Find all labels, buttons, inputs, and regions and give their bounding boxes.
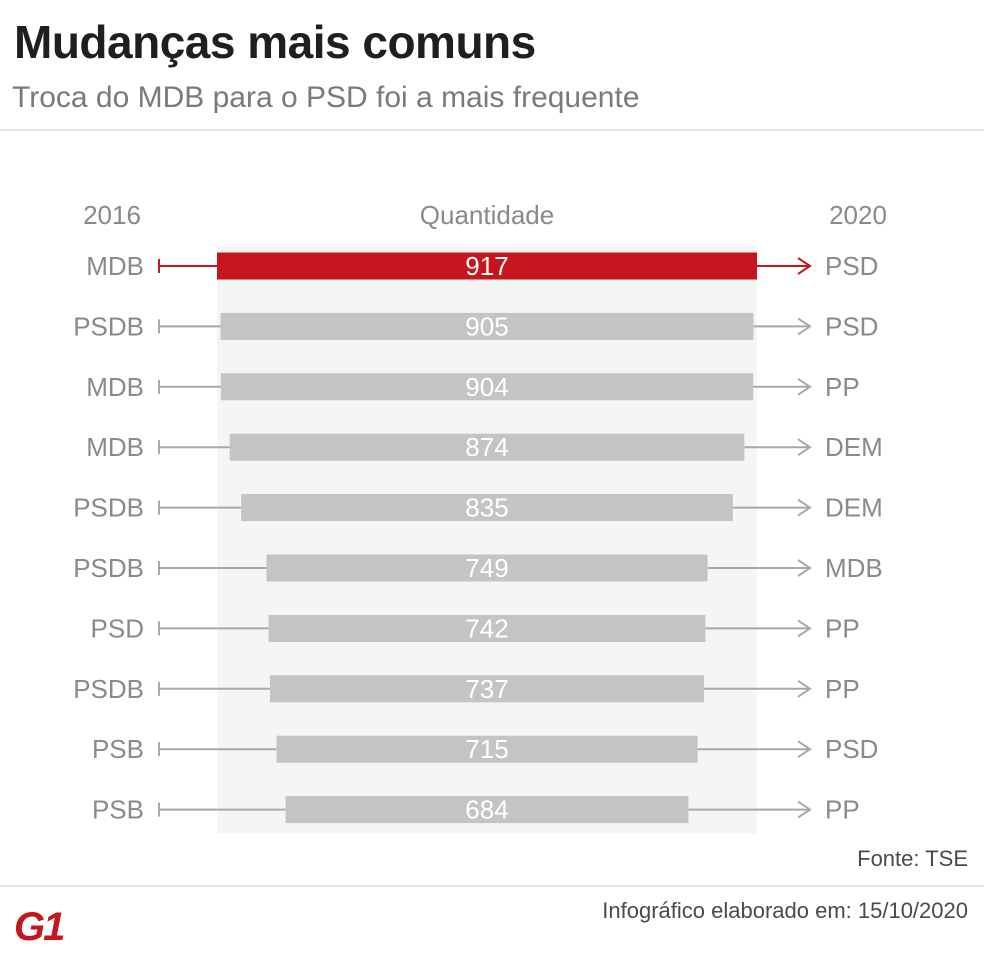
party-2016-label: PSDB	[73, 311, 144, 341]
party-2020-label: DEM	[825, 432, 883, 462]
g1-logo: G1	[14, 905, 66, 944]
bar-psdb-to-dem	[241, 494, 733, 522]
arrow-head-icon	[797, 438, 812, 457]
g1-logo-text: G1	[14, 905, 64, 944]
party-2016-label: PSB	[92, 734, 144, 764]
value-label: 737	[465, 674, 508, 704]
value-label: 904	[465, 372, 508, 402]
party-2020-label: PSD	[825, 734, 878, 764]
infographic-date: Infográfico elaborado em: 15/10/2020	[602, 898, 968, 923]
chart-panel-background	[217, 246, 757, 834]
party-2016-label: MDB	[86, 432, 144, 462]
value-label: 917	[465, 251, 508, 281]
party-2020-label: PP	[825, 372, 860, 402]
party-2020-label: PSD	[825, 311, 878, 341]
value-label: 742	[465, 613, 508, 643]
chart-rows: 917 MDB PSD 905 PSDB PSD 904 MDB PP 874 MDB DEM 835 P…	[73, 251, 883, 825]
arrow-head-icon	[797, 619, 812, 638]
value-label: 905	[465, 311, 508, 341]
party-2016-label: PSD	[91, 613, 144, 643]
party-2016-label: MDB	[86, 372, 144, 402]
party-2020-label: DEM	[825, 493, 883, 523]
arrow-head-icon	[797, 800, 812, 819]
arrow-head-icon	[797, 559, 812, 577]
party-2020-label: PP	[825, 674, 860, 704]
party-2016-label: MDB	[86, 251, 144, 281]
arrow-head-icon	[797, 377, 812, 396]
party-2016-label: PSB	[92, 795, 144, 825]
value-label: 835	[465, 493, 508, 523]
chart-subtitle: Troca do MDB para o PSD foi a mais frequ…	[12, 81, 640, 114]
bar-mdb-to-psd	[217, 252, 757, 280]
value-label: 874	[465, 432, 508, 462]
header-divider	[0, 129, 984, 131]
value-label: 684	[465, 795, 508, 825]
column-header-2020: 2020	[829, 200, 887, 230]
column-header-2016: 2016	[83, 200, 141, 230]
value-label: 715	[465, 734, 508, 764]
bar-psb-to-psd	[276, 735, 698, 763]
arrow-head-icon	[797, 257, 812, 275]
party-2020-label: PP	[825, 613, 860, 643]
source-label: Fonte: TSE	[857, 846, 968, 871]
bar-chart: 2016 Quantidade 2020 917 MDB PSD 905 PSDB PSD…	[73, 200, 887, 834]
party-2020-label: PP	[825, 795, 860, 825]
bar-psb-to-pp	[285, 796, 689, 824]
bar-mdb-to-dem	[229, 433, 745, 461]
arrow-head-icon	[797, 740, 812, 759]
party-2020-label: MDB	[825, 553, 883, 583]
footer-divider	[0, 885, 984, 887]
chart-title: Mudanças mais comuns	[14, 16, 536, 68]
party-2016-label: PSDB	[73, 493, 144, 523]
bar-psdb-to-pp	[269, 675, 705, 703]
party-2020-label: PSD	[825, 251, 878, 281]
bar-mdb-to-pp	[220, 373, 754, 401]
arrow-head-icon	[797, 317, 812, 336]
party-2016-label: PSDB	[73, 674, 144, 704]
bar-psd-to-pp	[268, 614, 706, 642]
party-2016-label: PSDB	[73, 553, 144, 583]
value-label: 749	[465, 553, 508, 583]
arrow-head-icon	[797, 679, 812, 698]
bar-psdb-to-mdb	[266, 554, 708, 582]
column-header-quantidade: Quantidade	[420, 200, 554, 230]
bar-psdb-to-psd	[220, 312, 754, 340]
arrow-head-icon	[797, 498, 812, 517]
